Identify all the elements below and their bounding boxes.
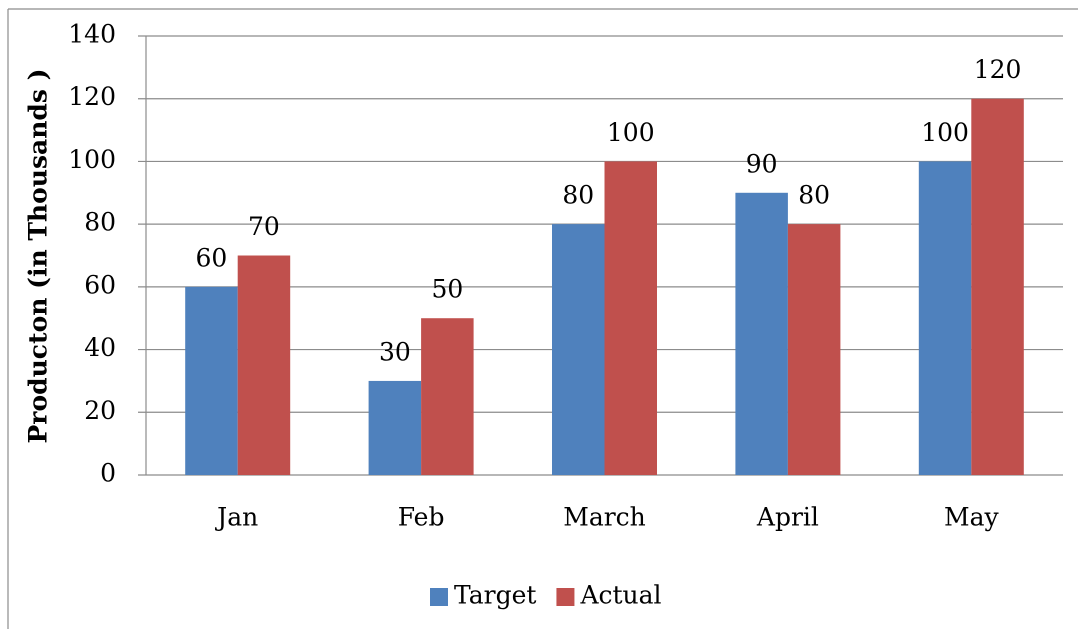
x-tick-label: Jan — [214, 503, 258, 532]
value-label: 90 — [746, 149, 778, 178]
bar — [421, 318, 474, 475]
bar — [185, 287, 238, 475]
bar — [919, 161, 972, 475]
x-tick-label: Feb — [398, 503, 445, 532]
value-label: 60 — [196, 243, 228, 272]
value-label: 50 — [431, 275, 463, 304]
bar — [369, 381, 422, 475]
y-tick-label: 20 — [84, 396, 116, 425]
y-tick-label: 60 — [84, 270, 116, 299]
legend-swatch — [556, 588, 574, 606]
y-tick-label: 40 — [84, 333, 116, 362]
x-tick-label: March — [563, 503, 646, 532]
y-tick-label: 0 — [100, 459, 116, 488]
bar — [735, 193, 788, 475]
value-label: 70 — [248, 212, 280, 241]
legend-label: Actual — [579, 581, 661, 610]
y-axis-label: Producton (in Thousands ) — [24, 69, 53, 444]
y-tick-label: 100 — [68, 145, 116, 174]
bar — [552, 224, 605, 475]
bar — [238, 256, 291, 476]
value-label: 100 — [607, 118, 655, 147]
legend-label: Target — [454, 581, 536, 610]
legend-swatch — [430, 588, 448, 606]
x-tick-label: April — [756, 503, 819, 532]
value-label: 80 — [798, 181, 830, 210]
y-tick-label: 120 — [68, 82, 116, 111]
y-tick-label: 80 — [84, 208, 116, 237]
bar — [971, 99, 1024, 475]
bar — [605, 161, 658, 475]
bar — [788, 224, 841, 475]
y-tick-label: 140 — [68, 20, 116, 49]
x-tick-label: May — [944, 503, 1000, 532]
chart: Producton (in Thousands ) 0 20 40 60 80 100 12… — [0, 0, 1078, 629]
value-label: 100 — [921, 118, 969, 147]
value-label: 30 — [379, 337, 411, 366]
value-label: 80 — [562, 181, 594, 210]
value-label: 120 — [974, 55, 1022, 84]
